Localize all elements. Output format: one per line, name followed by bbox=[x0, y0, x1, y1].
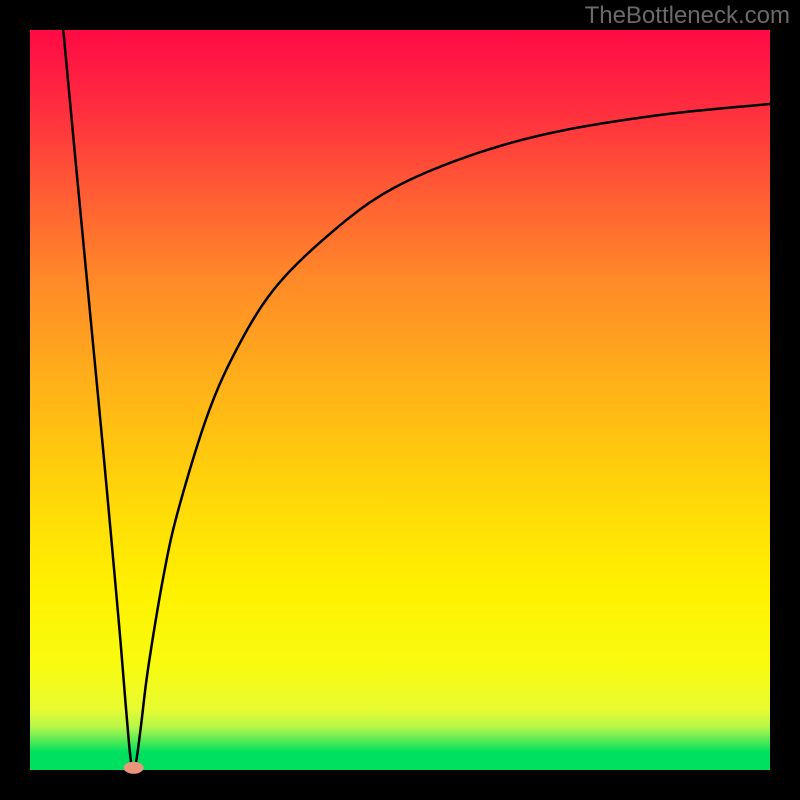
dip-marker bbox=[124, 762, 144, 774]
chart-container: TheBottleneck.com bbox=[0, 0, 800, 800]
plot-area bbox=[30, 30, 770, 774]
bottleneck-chart bbox=[0, 0, 800, 800]
watermark-text: TheBottleneck.com bbox=[585, 2, 790, 30]
gradient-background bbox=[30, 30, 770, 752]
